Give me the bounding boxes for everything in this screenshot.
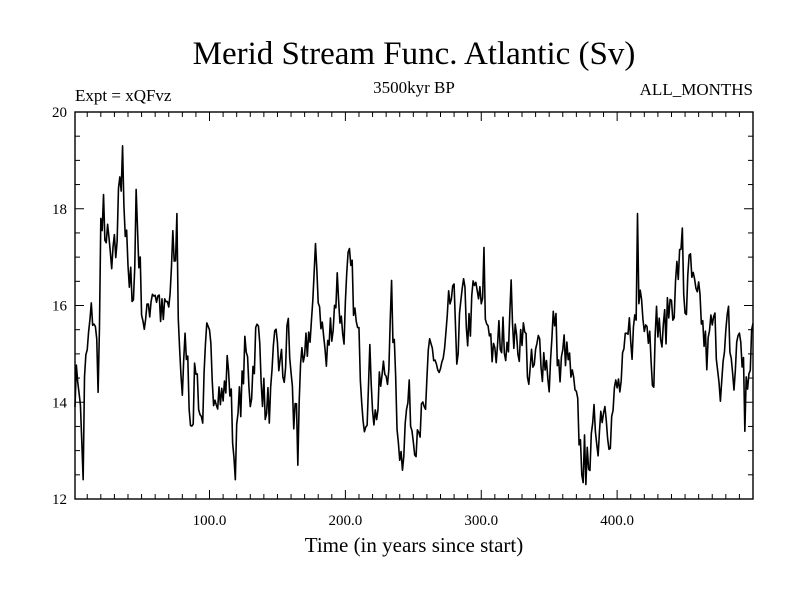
y-tick-label: 16 xyxy=(52,299,68,315)
chart-title: Merid Stream Func. Atlantic (Sv) xyxy=(193,36,636,72)
y-tick-label: 18 xyxy=(52,202,67,218)
x-axis-label: Time (in years since start) xyxy=(305,533,524,557)
plot-area xyxy=(74,145,754,486)
x-tick-label: 300.0 xyxy=(464,513,498,529)
y-axis-ticks: 12 14 16 18 20 xyxy=(52,105,753,508)
y-tick-label: 14 xyxy=(52,395,68,411)
x-tick-label: 200.0 xyxy=(329,513,363,529)
plot-frame xyxy=(74,111,754,500)
x-tick-label: 100.0 xyxy=(193,513,227,529)
subtitle: 3500kyr BP xyxy=(373,78,455,97)
x-axis-ticks: 100.0 200.0 300.0 400.0 xyxy=(86,112,740,529)
x-tick-label: 400.0 xyxy=(600,513,634,529)
months-label: ALL_MONTHS xyxy=(640,80,753,99)
y-tick-label: 12 xyxy=(52,492,67,508)
y-tick-label: 20 xyxy=(52,105,67,121)
series-line xyxy=(74,145,754,486)
experiment-label: Expt = xQFvz xyxy=(75,86,172,105)
